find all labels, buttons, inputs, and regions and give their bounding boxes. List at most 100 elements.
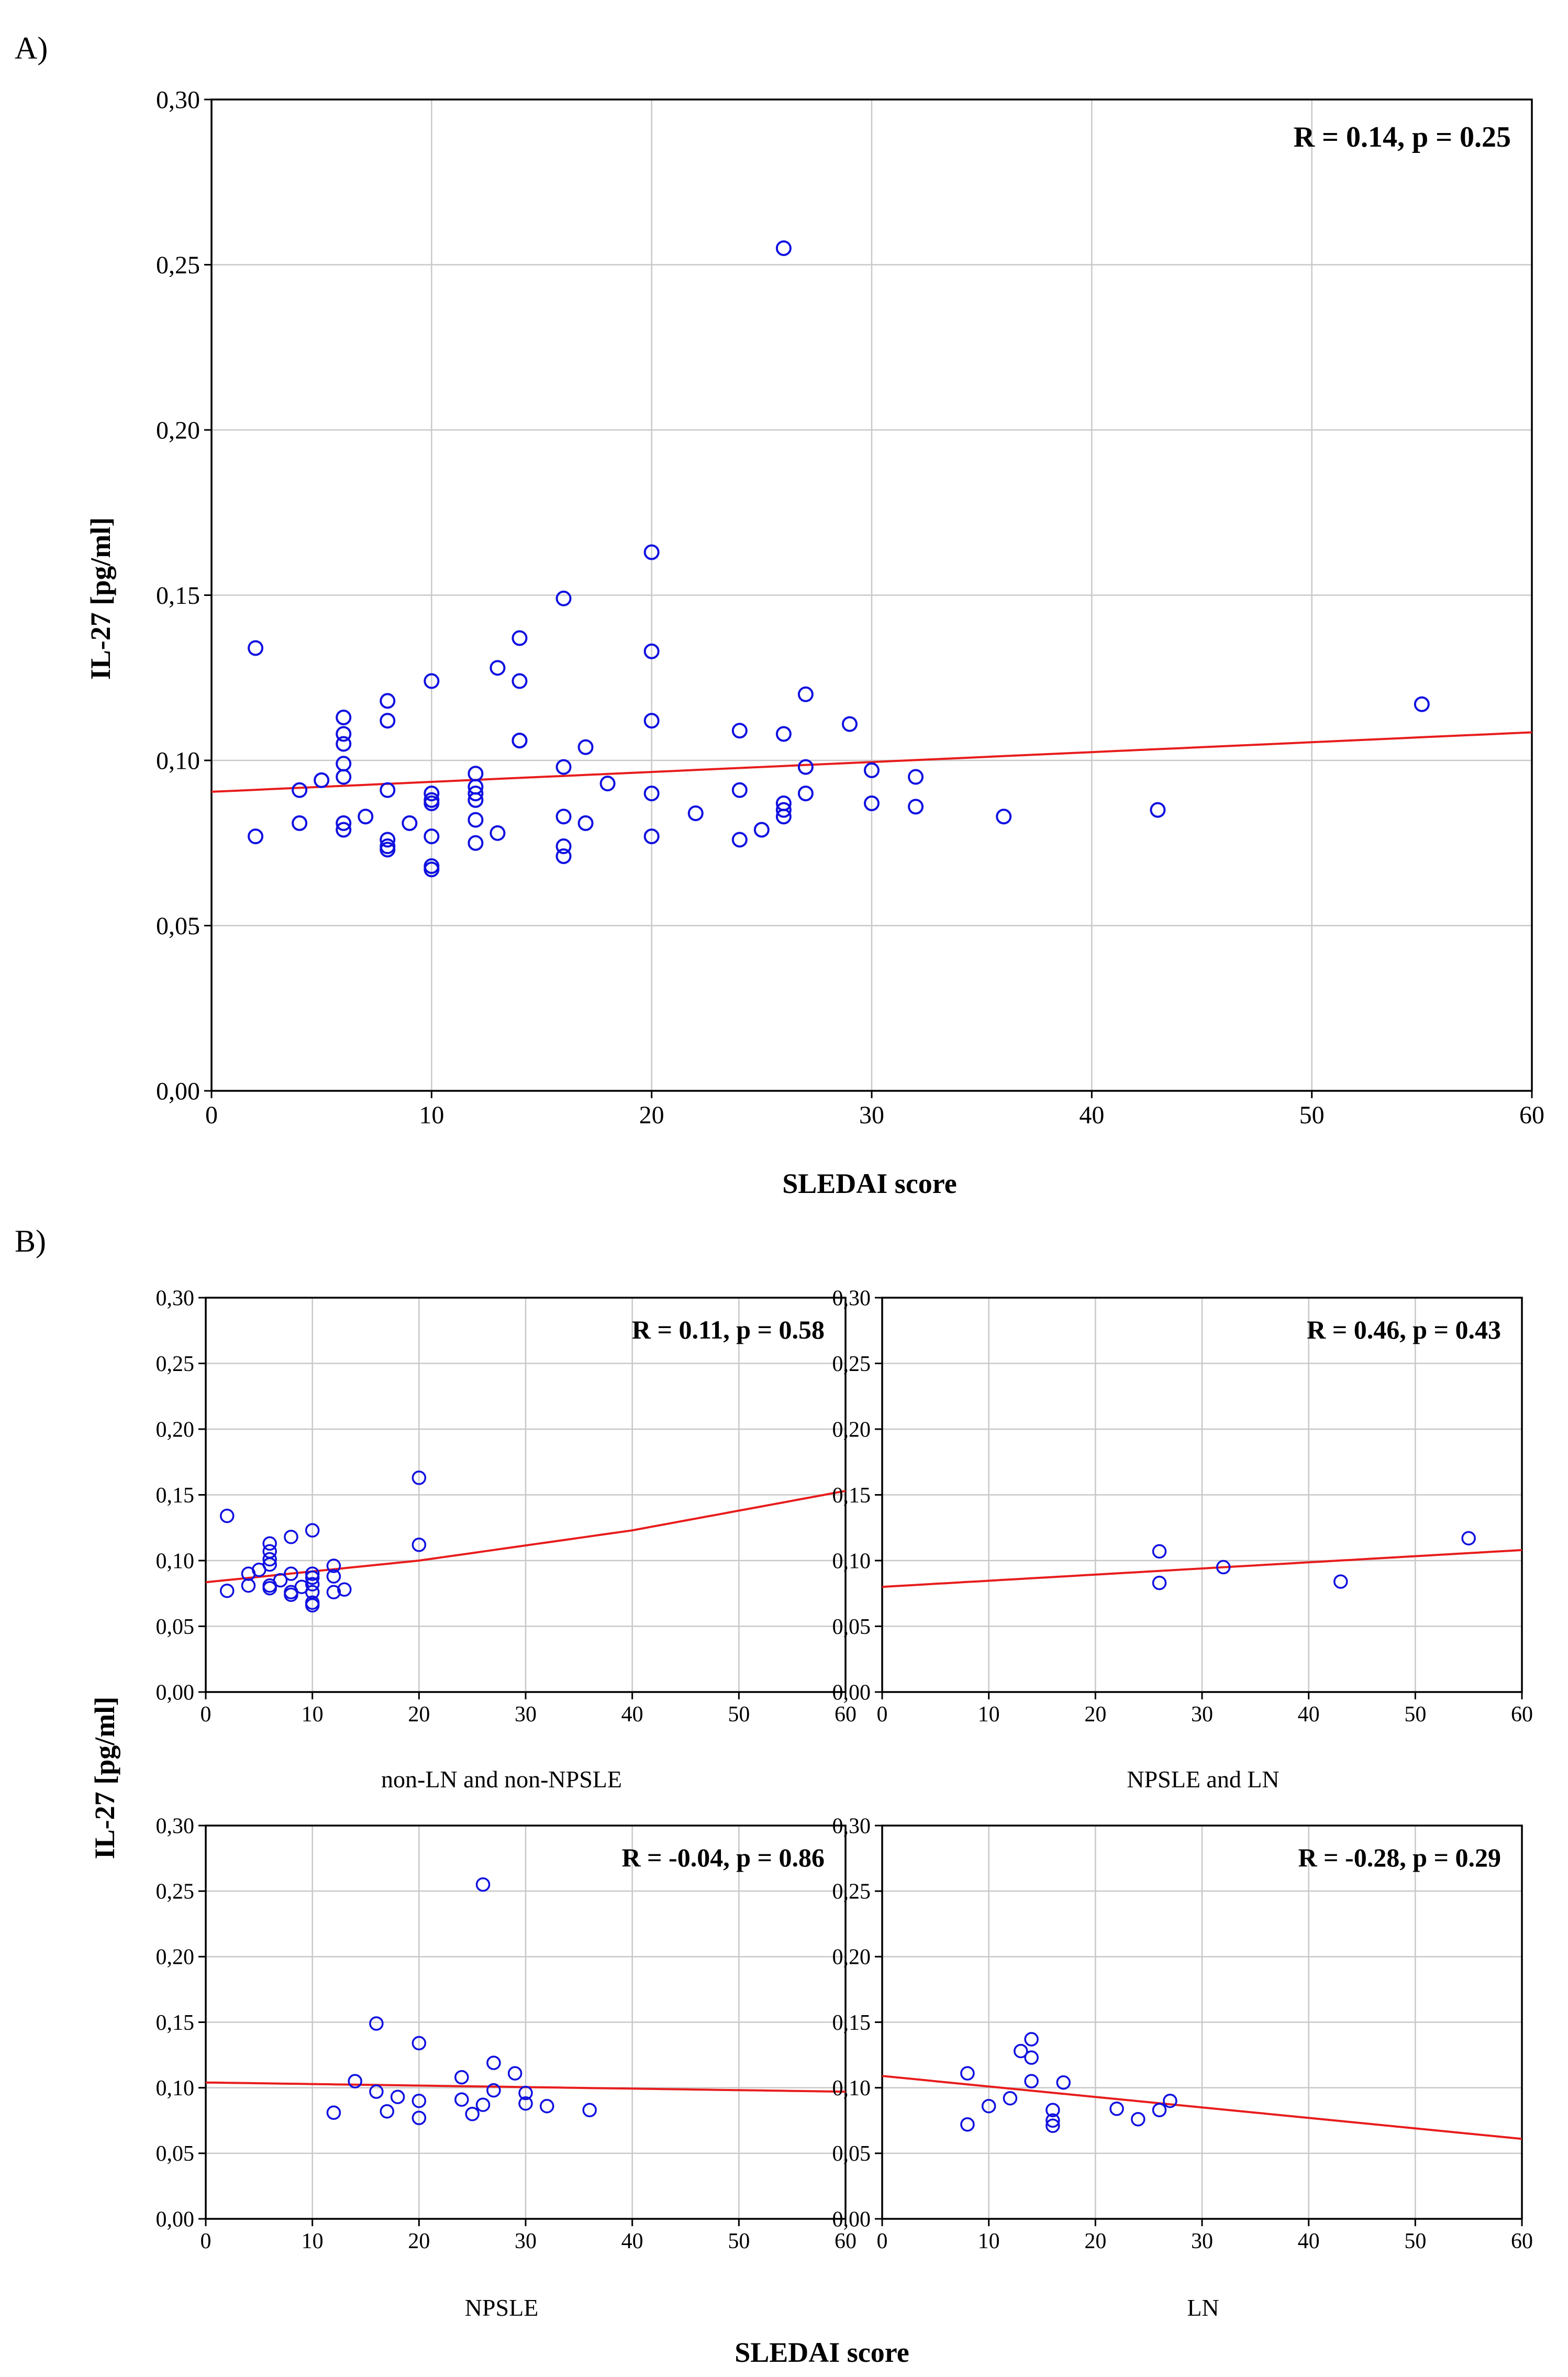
data-point [380, 693, 396, 709]
panel-a-scatter: 0 10 20 30 40 50 60 0,00 0,05 0,10 0,15 0,20 0,25 0,3… [156, 86, 1544, 1129]
x-tick-label: 50 [1404, 2229, 1426, 2253]
data-point [402, 815, 418, 831]
x-tick-label: 20 [1084, 2229, 1106, 2253]
data-point [507, 2066, 522, 2081]
data-point [555, 809, 572, 825]
data-point [465, 2106, 480, 2121]
data-point [336, 822, 352, 838]
data-point [577, 739, 594, 755]
panel-b1-scatter: 0 10 20 30 40 50 60 0,00 0,05 0,10 0,15 0,20 0,25 0,3… [156, 1286, 857, 1727]
data-point [284, 1566, 298, 1581]
y-tick-label: 0,20 [156, 1418, 195, 1442]
panel-b2-subtitle: NPSLE and LN [1127, 1766, 1279, 1793]
data-point [369, 2016, 384, 2031]
x-tick-label: 50 [1299, 1101, 1325, 1129]
data-point [292, 782, 308, 798]
data-point [1024, 2050, 1039, 2065]
data-point [248, 640, 264, 656]
y-tick-label: 0,05 [156, 1615, 195, 1639]
data-point [1024, 2074, 1039, 2088]
data-point [468, 792, 484, 808]
data-point [314, 772, 330, 788]
data-point [262, 1580, 277, 1596]
data-point [262, 1536, 277, 1551]
data-point [797, 759, 814, 775]
x-tick-label: 40 [621, 1702, 643, 1727]
data-point [1046, 2118, 1060, 2133]
data-point [336, 726, 352, 742]
data-point [454, 2070, 469, 2085]
y-tick-label: 0,00 [832, 2207, 871, 2231]
data-point [797, 686, 814, 702]
data-point [908, 769, 924, 785]
panel-a-xlabel: SLEDAI score [782, 1168, 957, 1199]
x-tick-label: 60 [835, 2229, 857, 2253]
data-point [380, 713, 396, 729]
data-point [1003, 2091, 1018, 2106]
y-tick-label: 0,10 [832, 2076, 871, 2100]
x-tick-label: 40 [1298, 2229, 1320, 2253]
data-point [1024, 2032, 1039, 2047]
data-point [582, 2103, 597, 2117]
data-point [1163, 2093, 1177, 2108]
data-point [1216, 1560, 1231, 1575]
data-point [960, 2117, 975, 2132]
y-tick-label: 0,25 [832, 1352, 871, 1376]
panel-b2-scatter: 0 10 20 30 40 50 600,000,050,100,150,200,250,3… [832, 1286, 1533, 1727]
y-tick-label: 0,15 [832, 1484, 871, 1508]
x-tick-label: 0 [205, 1101, 218, 1129]
y-tick-label: 0,30 [156, 86, 200, 114]
y-tick-label: 0,10 [156, 747, 200, 775]
data-point [1046, 2103, 1060, 2117]
x-tick-label: 40 [1298, 1702, 1320, 1727]
data-point [305, 1566, 320, 1581]
data-point [424, 795, 440, 812]
x-tick-label: 0 [877, 1702, 888, 1727]
data-point [305, 1598, 320, 1613]
data-point [687, 805, 704, 821]
data-point [369, 2084, 384, 2099]
data-point [219, 1583, 235, 1598]
correlation-annotation: R = -0.04, p = 0.86 [621, 1843, 825, 1872]
x-tick-label: 40 [621, 2229, 643, 2253]
data-point [326, 1569, 341, 1584]
correlation-annotation: R = 0.14, p = 0.25 [1294, 121, 1511, 153]
data-point [284, 1530, 298, 1544]
data-point [1461, 1531, 1476, 1546]
y-tick-label: 0,25 [832, 1880, 871, 1904]
data-point [996, 809, 1012, 825]
data-point [424, 828, 440, 845]
data-point [468, 812, 484, 828]
data-point [475, 1877, 491, 1892]
data-point [539, 2098, 554, 2114]
data-point [1333, 1574, 1348, 1589]
y-tick-label: 0,05 [832, 2142, 871, 2166]
data-point [1056, 2075, 1071, 2090]
data-point [731, 782, 748, 798]
y-tick-label: 0,10 [156, 1549, 195, 1573]
data-point [775, 809, 792, 825]
data-point [305, 1570, 320, 1585]
data-point [643, 828, 660, 845]
y-tick-label: 0,20 [156, 416, 200, 444]
data-point [490, 660, 506, 676]
data-point [555, 848, 572, 864]
data-point [380, 842, 396, 858]
data-point [490, 825, 506, 841]
panel-b3-subtitle: NPSLE [465, 2294, 539, 2321]
data-point [1109, 2101, 1124, 2116]
data-point [511, 673, 528, 689]
x-tick-label: 20 [408, 1702, 430, 1727]
x-tick-label: 0 [201, 2229, 212, 2253]
data-point [555, 590, 572, 606]
x-tick-label: 10 [978, 1702, 1000, 1727]
x-tick-label: 30 [1191, 1702, 1213, 1727]
data-point [1152, 1575, 1167, 1590]
data-point [731, 723, 748, 739]
x-tick-label: 50 [728, 1702, 750, 1727]
y-tick-label: 0,20 [832, 1418, 871, 1442]
y-tick-label: 0,30 [832, 1286, 871, 1310]
panel-b3-scatter: 0 10 20 30 40 50 60 0,00 0,05 0,10 0,15 0,20 0,25 0,3… [156, 1814, 857, 2253]
data-point [262, 1557, 277, 1572]
data-point [219, 1508, 235, 1523]
